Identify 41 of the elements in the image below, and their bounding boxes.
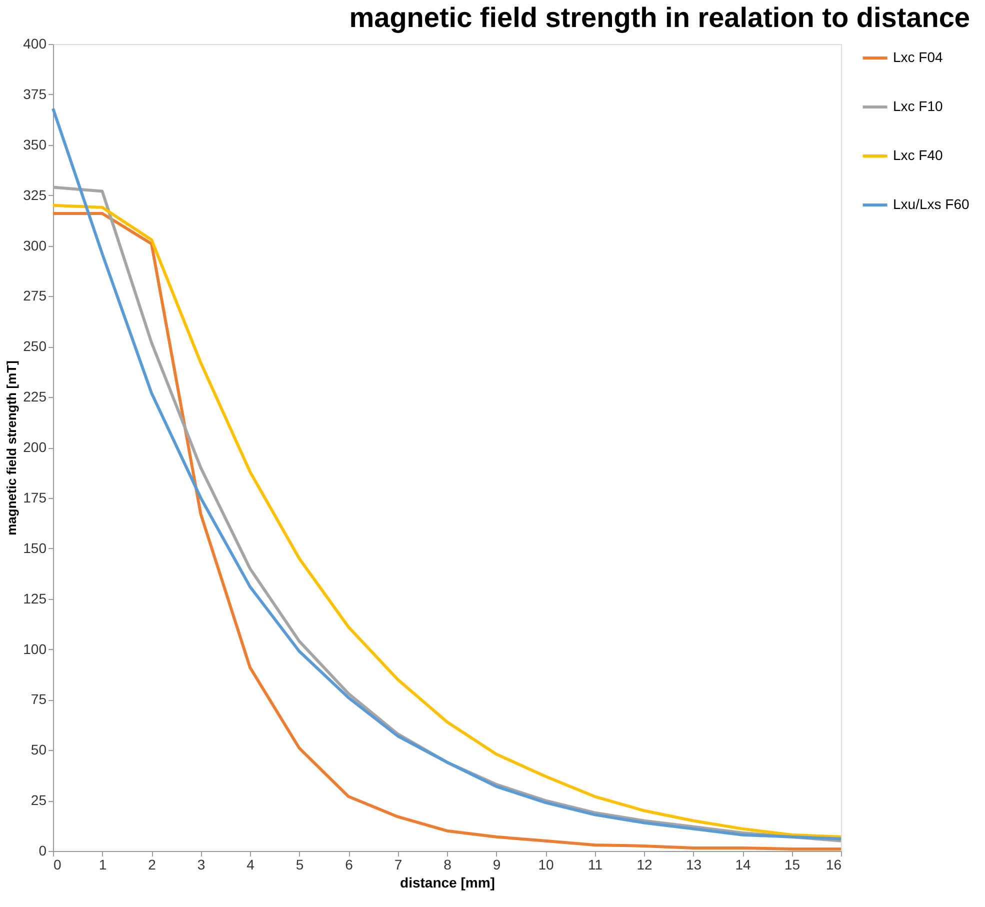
y-tick-label: 25 [30,792,47,808]
y-tick-label: 0 [38,842,47,858]
x-tick-label: 11 [588,856,603,872]
y-tick-label: 100 [23,640,47,657]
y-tick-label: 300 [23,237,47,254]
x-tick-label: 3 [197,856,206,872]
legend-label: Lxc F40 [893,147,944,163]
y-tick-label: 400 [23,36,47,52]
y-tick-label: 50 [30,742,47,758]
x-tick-label: 6 [345,856,354,872]
x-tick-label: 4 [246,856,255,872]
x-tick-label: 13 [686,856,702,872]
x-tick-label: 14 [735,856,751,872]
x-tick-label: 1 [98,856,107,872]
x-tick-label: 15 [784,856,800,872]
y-tick-label: 75 [30,691,47,708]
x-tick-label: 9 [492,856,501,872]
y-tick-label: 125 [23,590,47,606]
x-tick-label: 2 [148,856,156,872]
x-tick-label: 0 [54,856,62,872]
legend-label: Lxc F10 [893,98,944,114]
y-tick-label: 200 [23,439,47,455]
y-tick-label: 150 [23,540,47,556]
y-tick-label: 250 [23,338,47,354]
x-tick-label: 10 [538,856,554,872]
y-tick-label: 275 [23,288,47,304]
x-tick-label: 16 [826,856,842,872]
y-tick-label: 175 [23,489,47,506]
x-tick-label: 5 [296,856,304,872]
legend-label: Lxu/Lxs F60 [893,196,970,212]
x-tick-label: 8 [444,856,452,872]
x-tick-label: 7 [394,856,402,872]
x-axis-title: distance [mm] [400,874,495,890]
y-tick-label: 375 [23,86,47,102]
y-tick-label: 225 [23,388,47,405]
chart-title: magnetic field strength in realation to distance [349,2,970,33]
y-tick-label: 350 [23,136,47,152]
y-axis-title: magnetic field strength [mT] [4,360,20,536]
y-tick-label: 325 [23,186,47,203]
legend-label: Lxc F04 [893,49,944,65]
x-tick-label: 12 [636,856,652,872]
